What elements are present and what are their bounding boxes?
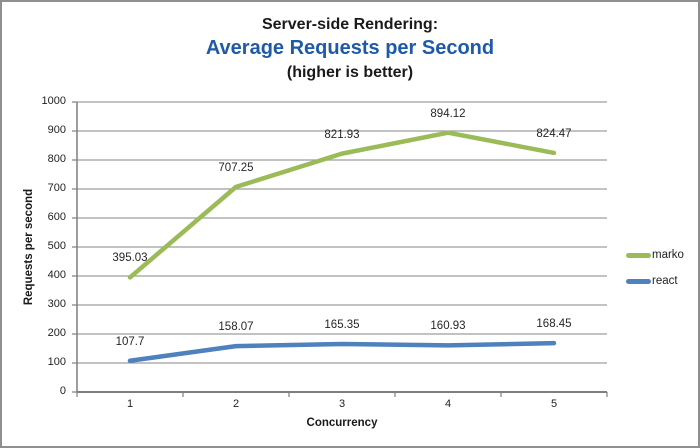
- x-tick-label: 5: [550, 398, 558, 410]
- react-data-label: 107.7: [115, 335, 145, 348]
- marko-data-label: 395.03: [112, 252, 148, 265]
- y-tick-label: 500: [47, 240, 66, 252]
- y-tick-label: 1000: [41, 95, 66, 107]
- y-tick-label: 400: [47, 269, 66, 281]
- react-line: [127, 340, 557, 364]
- legend-label-marko: marko: [652, 249, 684, 261]
- y-tick-label: 100: [47, 356, 66, 368]
- marko-line-swatch: [626, 252, 651, 258]
- x-tick-label: 1: [126, 398, 134, 410]
- legend-entry-react: react: [626, 273, 684, 289]
- y-tick-label: 600: [47, 211, 66, 223]
- chart-title-line2: Average Requests per Second: [205, 37, 495, 59]
- y-tick-label: 200: [47, 327, 66, 339]
- react-data-label: 168.45: [536, 318, 572, 331]
- x-tick-label: 2: [232, 398, 240, 410]
- react-data-label: 165.35: [324, 319, 360, 332]
- chart-title-line3: (higher is better): [286, 64, 414, 81]
- react-data-label: 158.07: [218, 321, 254, 334]
- x-tick-label: 4: [444, 398, 452, 410]
- marko-line: [127, 130, 557, 280]
- y-tick-label: 700: [47, 182, 66, 194]
- legend: marko react: [626, 247, 684, 299]
- react-data-label: 160.93: [430, 320, 466, 333]
- react-line-swatch: [626, 278, 651, 284]
- marko-data-label: 821.93: [324, 128, 360, 141]
- y-tick-label: 300: [47, 298, 66, 310]
- x-tick-label: 3: [338, 398, 346, 410]
- marko-data-label: 707.25: [218, 161, 254, 174]
- marko-data-label: 824.47: [536, 127, 572, 140]
- x-axis-title: Concurrency: [306, 417, 378, 429]
- marko-data-label: 894.12: [430, 107, 466, 120]
- y-tick-label: 0: [59, 385, 66, 397]
- legend-label-react: react: [652, 275, 678, 287]
- y-tick-label: 800: [47, 153, 66, 165]
- legend-entry-marko: marko: [626, 247, 684, 263]
- chart-title-line1: Server-side Rendering:: [261, 16, 439, 33]
- y-tick-label: 900: [47, 124, 66, 136]
- chart-title: Server-side Rendering: Average Requests …: [2, 14, 698, 84]
